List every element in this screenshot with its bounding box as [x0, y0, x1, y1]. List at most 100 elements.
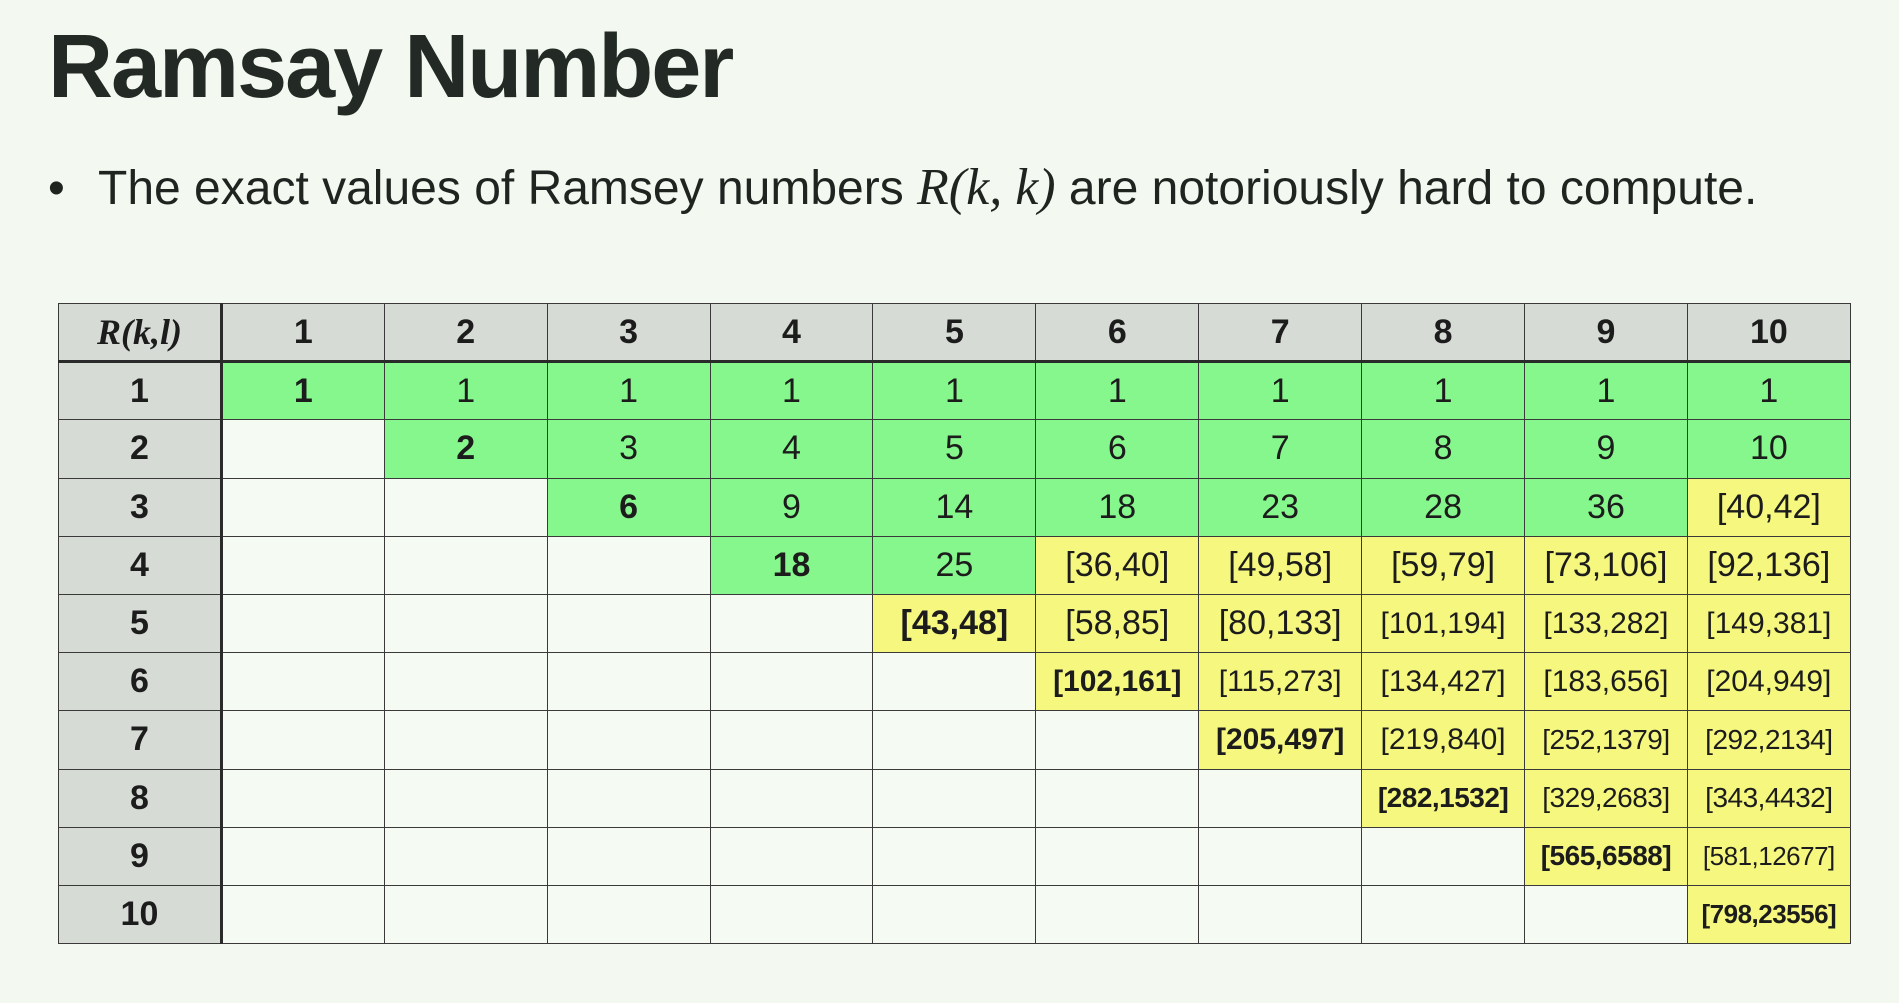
empty-cell	[709, 710, 874, 770]
empty-cell	[220, 884, 385, 945]
empty-cell	[220, 477, 385, 537]
empty-cell	[1035, 710, 1200, 770]
table-row: 7 [205,497] [219,840] [252,1379] [292,2134]	[58, 710, 1851, 770]
value-cell: 18	[709, 535, 874, 595]
row-header: 4	[58, 535, 223, 595]
corner-header: R(k,l)	[58, 302, 223, 364]
bound-cell: [133,282]	[1524, 593, 1688, 654]
empty-cell	[383, 768, 548, 828]
empty-cell	[220, 419, 385, 479]
value-cell: 1	[1524, 361, 1688, 421]
value-cell: 3	[546, 419, 711, 479]
row-header: 5	[58, 593, 223, 654]
table-row: 4 18 25 [36,40] [49,58] [59,79] [73,106] [92,13…	[58, 535, 1851, 595]
empty-cell	[1361, 826, 1526, 886]
value-cell: 9	[1524, 419, 1688, 479]
empty-cell	[1524, 884, 1688, 945]
page-title: Ramsay Number	[48, 17, 734, 117]
value-cell: 10	[1686, 419, 1851, 479]
empty-cell	[709, 826, 874, 886]
empty-cell	[1035, 768, 1200, 828]
empty-cell	[1198, 826, 1363, 886]
empty-cell	[546, 535, 711, 595]
empty-cell	[872, 884, 1037, 945]
bound-cell: [252,1379]	[1524, 710, 1688, 770]
bound-cell: [59,79]	[1361, 535, 1526, 595]
bound-cell: [36,40]	[1035, 535, 1200, 595]
header-row: R(k,l) 1 2 3 4 5 6 7 8 9 10	[58, 302, 1851, 364]
empty-cell	[383, 710, 548, 770]
empty-cell	[383, 535, 548, 595]
value-cell: 23	[1198, 477, 1363, 537]
table-row: 3 6 9 14 18 23 28 36 [40,42]	[58, 477, 1851, 537]
bound-cell: [80,133]	[1198, 593, 1363, 654]
value-cell: 1	[1686, 361, 1851, 421]
column-header: 5	[872, 302, 1037, 364]
value-cell: 1	[1035, 361, 1200, 421]
bound-cell: [329,2683]	[1524, 768, 1688, 828]
empty-cell	[546, 710, 711, 770]
empty-cell	[709, 768, 874, 828]
row-header: 7	[58, 710, 223, 770]
bound-cell: [149,381]	[1686, 593, 1851, 654]
empty-cell	[220, 535, 385, 595]
value-cell: 28	[1361, 477, 1526, 537]
value-cell: 6	[546, 477, 711, 537]
empty-cell	[709, 884, 874, 945]
empty-cell	[220, 768, 385, 828]
table-row: 6 [102,161] [115,273] [134,427] [183,656] [20…	[58, 652, 1851, 712]
empty-cell	[709, 652, 874, 712]
value-cell: 9	[709, 477, 874, 537]
empty-cell	[872, 768, 1037, 828]
ramsey-math-expression: R(k, k)	[917, 159, 1056, 216]
value-cell: 1	[872, 361, 1037, 421]
empty-cell	[546, 826, 711, 886]
row-header: 8	[58, 768, 223, 828]
empty-cell	[546, 884, 711, 945]
row-header: 3	[58, 477, 223, 537]
value-cell: 1	[709, 361, 874, 421]
bound-cell: [565,6588]	[1524, 826, 1688, 886]
value-cell: 25	[872, 535, 1037, 595]
bound-cell: [204,949]	[1686, 652, 1851, 712]
value-cell: 1	[546, 361, 711, 421]
bound-cell: [183,656]	[1524, 652, 1688, 712]
empty-cell	[1035, 884, 1200, 945]
empty-cell	[546, 593, 711, 654]
value-cell: 36	[1524, 477, 1688, 537]
column-header: 2	[383, 302, 548, 364]
column-header: 6	[1035, 302, 1200, 364]
row-header: 2	[58, 419, 223, 479]
value-cell: 5	[872, 419, 1037, 479]
value-cell: 6	[1035, 419, 1200, 479]
empty-cell	[220, 826, 385, 886]
bound-cell: [581,12677]	[1686, 826, 1851, 886]
column-header: 4	[709, 302, 874, 364]
value-cell: 2	[383, 419, 548, 479]
table-row: 5 [43,48] [58,85] [80,133] [101,194] [133,282…	[58, 593, 1851, 654]
empty-cell	[383, 826, 548, 886]
bound-cell: [134,427]	[1361, 652, 1526, 712]
table-row: 10 [798,23556]	[58, 884, 1851, 945]
row-header: 10	[58, 884, 223, 945]
bound-cell: [343,4432]	[1686, 768, 1851, 828]
empty-cell	[1035, 826, 1200, 886]
value-cell: 18	[1035, 477, 1200, 537]
bullet-item: • The exact values of Ramsey numbers R(k,…	[48, 158, 1757, 217]
column-header: 9	[1524, 302, 1688, 364]
value-cell: 4	[709, 419, 874, 479]
value-cell: 8	[1361, 419, 1526, 479]
empty-cell	[546, 652, 711, 712]
bound-cell: [798,23556]	[1686, 884, 1851, 945]
column-header: 3	[546, 302, 711, 364]
value-cell: 1	[1361, 361, 1526, 421]
column-header: 10	[1686, 302, 1851, 364]
bound-cell: [292,2134]	[1686, 710, 1851, 770]
empty-cell	[383, 652, 548, 712]
empty-cell	[872, 652, 1037, 712]
empty-cell	[220, 652, 385, 712]
empty-cell	[872, 710, 1037, 770]
bullet-text-before: The exact values of Ramsey numbers	[98, 162, 918, 215]
bullet-text-after: are notoriously hard to compute.	[1055, 162, 1758, 215]
